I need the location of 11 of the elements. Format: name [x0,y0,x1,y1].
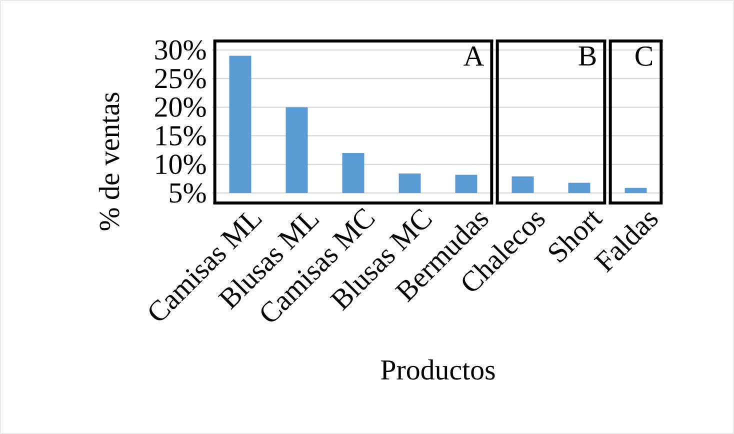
annotation: A [464,46,484,66]
x-axis-title: Productos [381,359,495,380]
annotation: C [636,46,652,66]
y-tick-label: 5% [170,183,206,203]
annotation: B [578,46,596,66]
y-tick-label: 10% [156,154,206,174]
y-axis-title: % de ventas [98,92,120,230]
y-tick-label: 30% [155,40,206,60]
y-tick-label: 15% [156,126,206,146]
y-tick-label: 20% [155,97,206,117]
y-tick-label: 25% [155,68,206,88]
